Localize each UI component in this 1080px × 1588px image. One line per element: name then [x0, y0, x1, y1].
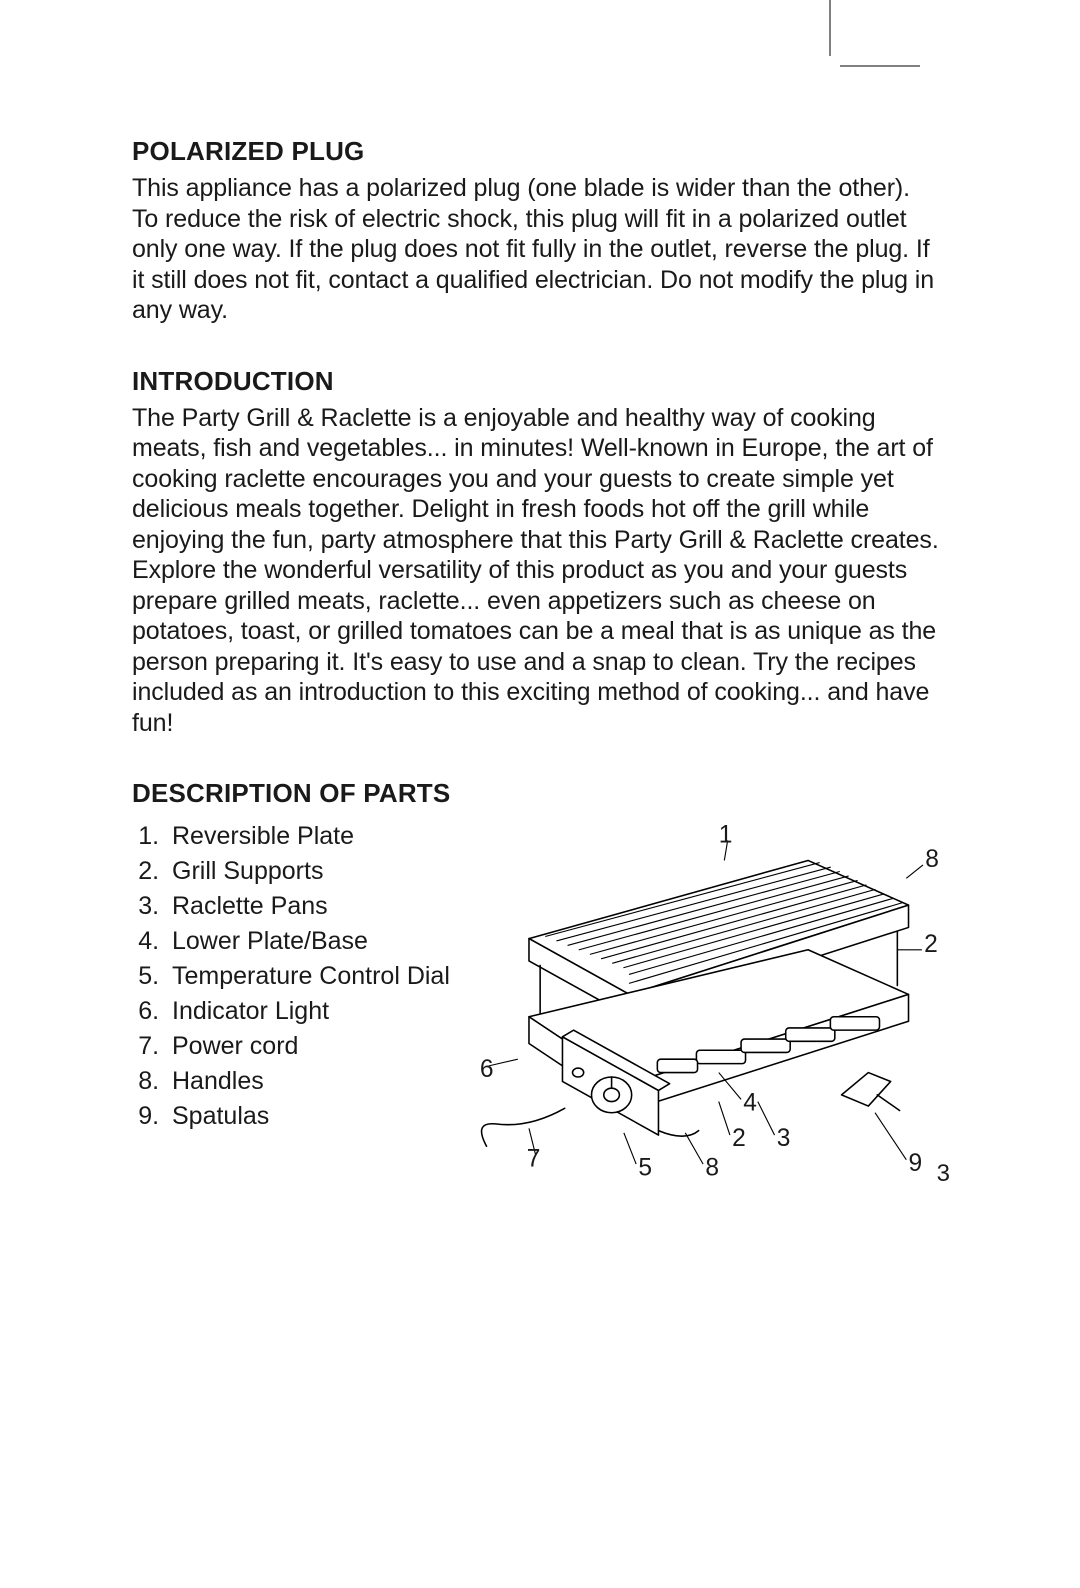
callout-label: 3: [777, 1125, 791, 1152]
list-item: Handles: [166, 1064, 462, 1099]
callout-label: 8: [705, 1154, 719, 1181]
text-introduction: The Party Grill & Raclette is a enjoyabl…: [132, 403, 942, 739]
page-content: POLARIZED PLUG This appliance has a pola…: [132, 136, 942, 1190]
list-item: Spatulas: [166, 1099, 462, 1134]
callout-label: 7: [527, 1145, 541, 1172]
text-polarized-plug: This appliance has a polarized plug (one…: [132, 173, 942, 326]
callout-label: 4: [743, 1090, 757, 1117]
callout-label: 9: [909, 1150, 923, 1177]
heading-description-of-parts: DESCRIPTION OF PARTS: [132, 778, 942, 809]
heading-polarized-plug: POLARIZED PLUG: [132, 136, 942, 167]
page-number: 3: [937, 1160, 950, 1188]
list-item: Indicator Light: [166, 994, 462, 1029]
callout-label: 8: [925, 846, 939, 873]
callout-label: 5: [638, 1154, 652, 1181]
parts-diagram: 18264237589: [462, 815, 942, 1190]
list-item: Temperature Control Dial: [166, 959, 462, 994]
list-item: Power cord: [166, 1029, 462, 1064]
crop-marks: [0, 0, 1080, 100]
callout-label: 6: [480, 1056, 494, 1083]
list-item: Raclette Pans: [166, 889, 462, 924]
parts-list: Reversible Plate Grill Supports Raclette…: [132, 819, 462, 1134]
list-item: Lower Plate/Base: [166, 924, 462, 959]
list-item: Reversible Plate: [166, 819, 462, 854]
list-item: Grill Supports: [166, 854, 462, 889]
callout-label: 1: [719, 822, 733, 849]
manual-page: POLARIZED PLUG This appliance has a pola…: [0, 0, 1080, 1588]
callout-label: 2: [732, 1125, 746, 1152]
heading-introduction: INTRODUCTION: [132, 366, 942, 397]
grill-illustration: 18264237589: [462, 815, 942, 1185]
callout-label: 2: [924, 931, 938, 958]
parts-block: Reversible Plate Grill Supports Raclette…: [132, 815, 942, 1190]
